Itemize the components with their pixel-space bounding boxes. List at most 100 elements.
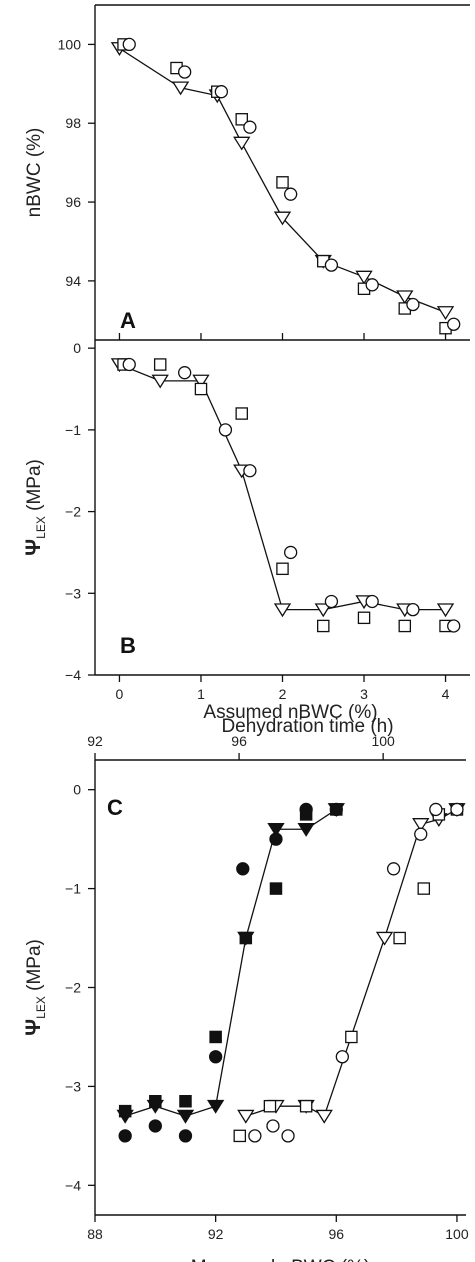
data-point-square-filled bbox=[209, 1030, 222, 1044]
data-point-triangle-filled bbox=[176, 1109, 195, 1124]
data-point-circle bbox=[447, 619, 461, 633]
y-tick-label: −3 bbox=[65, 585, 81, 601]
data-point-circle bbox=[324, 594, 339, 609]
y-tick-label: 0 bbox=[73, 782, 81, 798]
x-tick-label: 96 bbox=[329, 1226, 345, 1242]
x-tick-label: 92 bbox=[208, 1226, 224, 1242]
y-label-sub: LEX bbox=[34, 516, 48, 539]
data-point-circle bbox=[429, 802, 443, 817]
y-tick-label: 96 bbox=[65, 194, 81, 210]
data-point-square bbox=[417, 882, 431, 895]
data-point-square bbox=[317, 619, 330, 633]
top-x-tick-label: 96 bbox=[231, 733, 247, 749]
x-tick-label: 3 bbox=[360, 686, 368, 702]
data-point-triangle bbox=[151, 374, 169, 389]
y-tick-label: 98 bbox=[65, 115, 81, 131]
data-point-triangle-filled bbox=[206, 1099, 225, 1114]
data-point-triangle bbox=[233, 136, 251, 151]
y-axis-label: ΨLEX (MPa) bbox=[22, 459, 48, 556]
y-tick-label: 0 bbox=[73, 340, 81, 356]
panel-label: B bbox=[120, 633, 136, 658]
y-label-psi: Ψ bbox=[22, 1019, 45, 1036]
data-point-square bbox=[357, 611, 371, 625]
data-point-square-filled bbox=[239, 931, 253, 945]
series-points-square-filled bbox=[118, 803, 343, 1118]
series-points-triangle-filled bbox=[116, 803, 345, 1124]
data-point-circle bbox=[406, 602, 420, 617]
data-point-triangle bbox=[237, 1109, 255, 1124]
data-point-square bbox=[398, 619, 412, 633]
y-tick-label: 100 bbox=[58, 36, 82, 52]
series-points-circle-filled bbox=[118, 802, 343, 1143]
data-point-square bbox=[233, 1129, 247, 1143]
data-point-circle-filled bbox=[236, 862, 250, 876]
data-point-circle bbox=[335, 1050, 349, 1064]
data-point-square-filled bbox=[149, 1095, 162, 1108]
data-point-triangle bbox=[273, 603, 292, 618]
x-tick-label: 100 bbox=[445, 1226, 469, 1242]
series-line bbox=[124, 808, 337, 1117]
x-tick-label: 0 bbox=[116, 686, 124, 702]
series-line bbox=[245, 808, 458, 1118]
data-point-square bbox=[235, 113, 248, 126]
data-point-triangle bbox=[192, 374, 210, 389]
data-point-triangle bbox=[375, 931, 394, 946]
y-tick-label: −1 bbox=[65, 881, 81, 897]
data-point-circle bbox=[243, 464, 257, 478]
y-tick-label: −4 bbox=[65, 667, 81, 683]
data-point-square bbox=[153, 358, 167, 371]
x-tick-label: 1 bbox=[197, 686, 205, 702]
data-point-circle bbox=[414, 827, 428, 841]
data-point-square-filled bbox=[118, 1104, 132, 1118]
data-point-triangle bbox=[396, 290, 414, 305]
data-point-circle bbox=[365, 278, 379, 292]
y-axis-label: nBWC (%) bbox=[24, 128, 45, 218]
data-point-circle bbox=[178, 366, 192, 380]
data-point-triangle bbox=[314, 603, 332, 618]
data-point-circle bbox=[248, 1129, 262, 1143]
series-points-triangle bbox=[110, 358, 455, 618]
series-points-triangle bbox=[237, 803, 466, 1124]
panel-label: A bbox=[120, 308, 136, 333]
data-point-circle bbox=[450, 802, 464, 817]
data-point-square bbox=[194, 382, 208, 396]
data-point-circle-filled bbox=[329, 802, 343, 817]
series-points-square bbox=[117, 358, 452, 633]
y-tick-label: −2 bbox=[65, 504, 81, 520]
data-point-circle bbox=[178, 65, 192, 79]
data-point-circle-filled bbox=[148, 1119, 162, 1133]
data-point-circle-filled bbox=[269, 832, 283, 846]
series-triangle bbox=[245, 808, 458, 1118]
data-point-circle bbox=[324, 258, 339, 272]
data-point-circle-filled bbox=[299, 802, 313, 817]
data-point-circle bbox=[266, 1119, 280, 1133]
data-point-square-filled bbox=[179, 1095, 192, 1108]
data-point-square bbox=[263, 1099, 277, 1113]
data-point-square bbox=[276, 176, 289, 189]
x-tick-label: 88 bbox=[87, 1226, 103, 1242]
data-point-triangle bbox=[273, 211, 292, 226]
y-label-unit: (MPa) bbox=[24, 939, 45, 996]
x-axis-label: Measured nBWC (%) bbox=[191, 1257, 371, 1262]
data-point-square bbox=[299, 1099, 313, 1113]
data-point-circle-filled bbox=[209, 1050, 223, 1064]
y-tick-label: −4 bbox=[65, 1177, 81, 1193]
series-points-circle bbox=[122, 357, 461, 633]
x-tick-label: 4 bbox=[442, 686, 450, 702]
data-point-triangle bbox=[315, 1109, 333, 1124]
y-tick-label: −3 bbox=[65, 1078, 81, 1094]
data-point-triangle bbox=[171, 81, 190, 96]
data-point-circle bbox=[214, 85, 229, 99]
data-point-triangle bbox=[436, 603, 455, 618]
data-point-circle bbox=[365, 594, 379, 609]
data-point-circle bbox=[406, 297, 420, 312]
y-tick-label: 94 bbox=[65, 273, 81, 289]
series-points-square bbox=[117, 38, 452, 335]
y-axis-label: ΨLEX (MPa) bbox=[22, 939, 48, 1036]
data-point-circle bbox=[284, 187, 298, 201]
data-point-circle bbox=[284, 545, 298, 560]
data-point-circle bbox=[447, 317, 461, 331]
data-point-circle bbox=[122, 357, 136, 372]
y-tick-label: −2 bbox=[65, 980, 81, 996]
